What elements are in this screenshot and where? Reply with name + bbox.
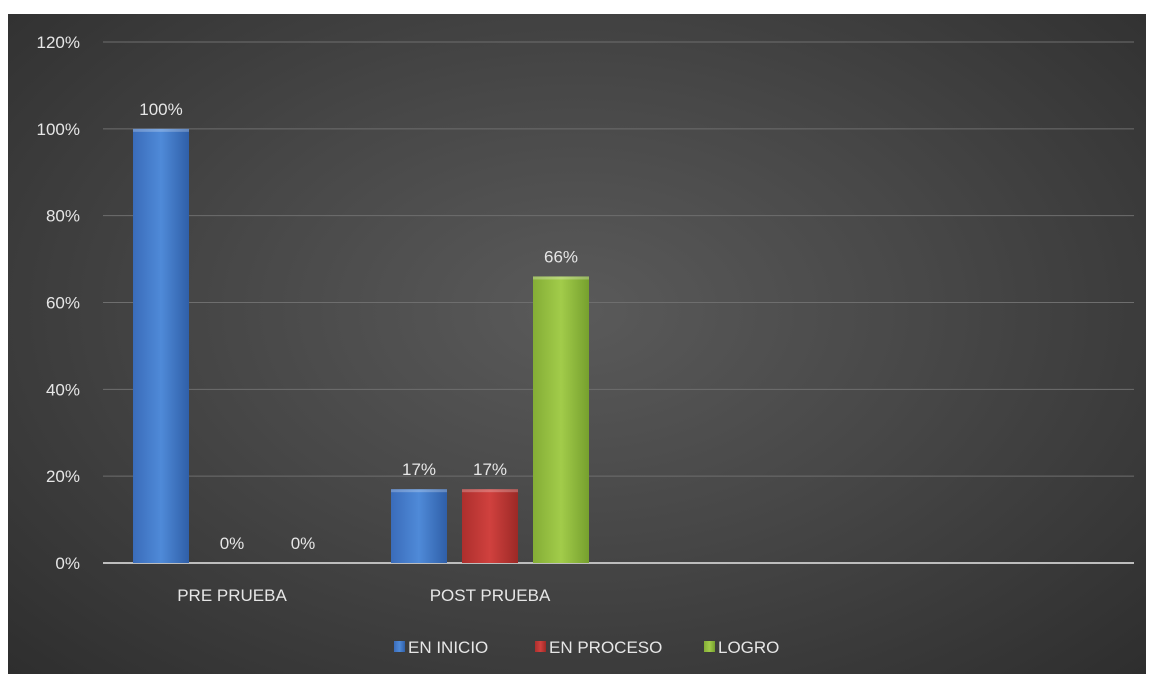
- legend-swatch: [535, 641, 546, 652]
- bar: [133, 128, 189, 564]
- bar-bevel: [533, 276, 589, 280]
- legend-label: LOGRO: [718, 638, 779, 657]
- y-tick-label: 20%: [46, 467, 80, 486]
- legend-label: EN INICIO: [408, 638, 488, 657]
- data-label: 17%: [402, 460, 436, 479]
- y-tick-label: 40%: [46, 380, 80, 399]
- y-tick-label: 100%: [37, 120, 80, 139]
- bar: [391, 489, 447, 563]
- bar: [533, 276, 589, 563]
- bar-bevel: [133, 128, 189, 132]
- legend-label: EN PROCESO: [549, 638, 662, 657]
- bar-bevel: [462, 489, 518, 493]
- data-label: 17%: [473, 460, 507, 479]
- bar: [462, 489, 518, 563]
- data-label: 66%: [544, 247, 578, 266]
- y-tick-label: 120%: [37, 33, 80, 52]
- y-tick-label: 60%: [46, 294, 80, 313]
- data-label: 0%: [220, 534, 245, 553]
- bar-bevel: [391, 489, 447, 493]
- y-tick-label: 0%: [55, 554, 80, 573]
- y-tick-label: 80%: [46, 207, 80, 226]
- x-category-label: POST PRUEBA: [430, 586, 551, 605]
- legend-swatch: [704, 641, 715, 652]
- x-category-label: PRE PRUEBA: [177, 586, 287, 605]
- data-label: 0%: [291, 534, 316, 553]
- legend-swatch: [394, 641, 405, 652]
- data-label: 100%: [139, 100, 182, 119]
